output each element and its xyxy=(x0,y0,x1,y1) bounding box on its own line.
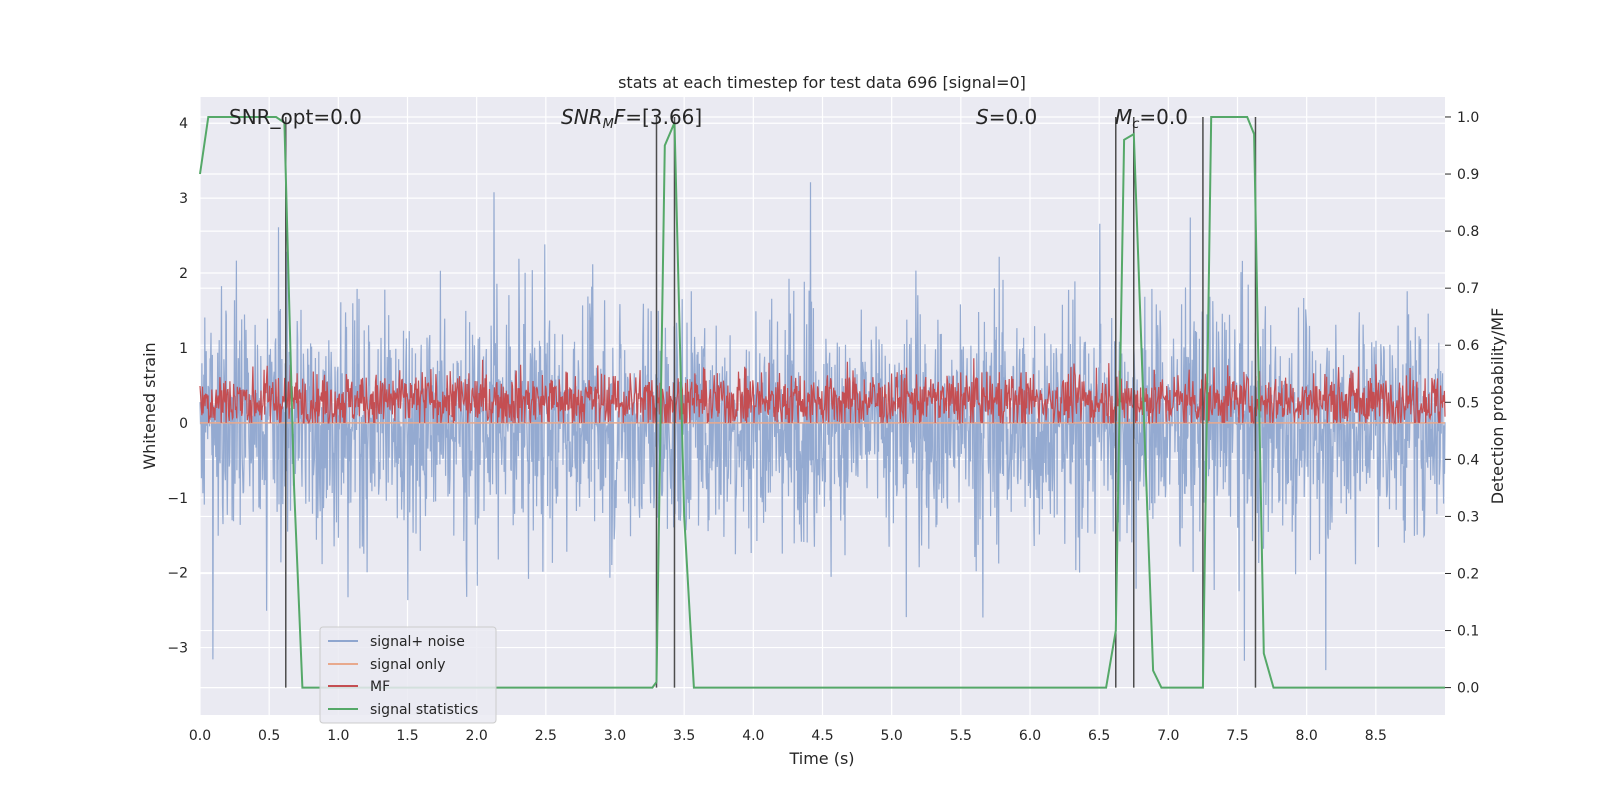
signal-noise-trace xyxy=(199,182,1446,671)
signal-statistics-line xyxy=(199,116,1445,689)
y-tick-label: 3 xyxy=(179,191,188,207)
x-tick-label: 4.5 xyxy=(811,728,833,744)
y2-tick-label: 0.2 xyxy=(1457,566,1479,582)
x-tick-label: 0.0 xyxy=(189,728,211,744)
annotation-s: S=0.0 xyxy=(976,105,1037,129)
y2-axis-title: Detection probability/MF xyxy=(1488,308,1507,505)
annotation-snr-opt: SNR_opt=0.0 xyxy=(229,105,362,129)
x-tick-label: 1.5 xyxy=(396,728,418,744)
y-tick-label: −2 xyxy=(167,566,188,582)
y-tick-label: −3 xyxy=(167,641,188,657)
y-axis-title: Whitened strain xyxy=(140,342,159,469)
y-axis-ticks: −3 −2 −1 0 1 2 3 4 xyxy=(167,116,188,656)
chart-title: stats at each timestep for test data 696… xyxy=(618,73,1026,92)
mf-trace xyxy=(199,358,1446,425)
annotation-snr-mf: SNRMF=[3.66] xyxy=(561,105,702,132)
signal-noise-line xyxy=(199,182,1446,671)
y-tick-label: −1 xyxy=(167,491,188,507)
x-tick-label: 4.0 xyxy=(742,728,764,744)
y2-tick-label: 0.7 xyxy=(1457,281,1479,297)
y2-tick-label: 0.4 xyxy=(1457,452,1479,468)
y2-tick-label: 0.8 xyxy=(1457,224,1479,240)
x-tick-label: 8.5 xyxy=(1365,728,1387,744)
signal-statistics-trace xyxy=(199,116,1445,689)
y2-tick-label: 0.6 xyxy=(1457,338,1479,354)
x-axis-ticks: 0.0 0.5 1.0 1.5 2.0 2.5 3.0 3.5 4.0 4.5 5.0 5.5 6.0 6… xyxy=(189,728,1387,744)
y-tick-label: 1 xyxy=(179,341,188,357)
x-tick-label: 5.0 xyxy=(881,728,903,744)
x-tick-label: 0.5 xyxy=(258,728,280,744)
y-tick-label: 4 xyxy=(179,116,188,132)
y2-tick-label: 0.3 xyxy=(1457,509,1479,525)
x-tick-label: 8.0 xyxy=(1296,728,1318,744)
x-tick-label: 1.0 xyxy=(327,728,349,744)
legend-label-mf: MF xyxy=(370,679,390,695)
x-tick-label: 7.0 xyxy=(1157,728,1179,744)
legend-label-signal-statistics: signal statistics xyxy=(370,702,478,718)
y2-tick-label: 0.1 xyxy=(1457,624,1479,640)
y2-axis-ticks: 0.0 0.1 0.2 0.3 0.4 0.5 0.6 0.7 0.8 0.9 1.0 xyxy=(1445,110,1479,697)
x-tick-label: 3.5 xyxy=(673,728,695,744)
x-tick-label: 7.5 xyxy=(1226,728,1248,744)
x-tick-label: 2.5 xyxy=(535,728,557,744)
x-tick-label: 2.0 xyxy=(466,728,488,744)
x-tick-label: 6.5 xyxy=(1088,728,1110,744)
y2-tick-label: 0.9 xyxy=(1457,167,1479,183)
x-tick-label: 5.5 xyxy=(950,728,972,744)
x-tick-label: 6.0 xyxy=(1019,728,1041,744)
y2-tick-label: 1.0 xyxy=(1457,110,1479,126)
vertical-markers xyxy=(285,116,1257,688)
x-axis-title: Time (s) xyxy=(788,749,854,768)
y-tick-label: 2 xyxy=(179,266,188,282)
legend-box xyxy=(319,626,497,724)
annotation-mc: Mc=0.0 xyxy=(1115,105,1188,132)
legend: signal+ noise signal only MF signal stat… xyxy=(319,626,497,724)
legend-label-signal-noise: signal+ noise xyxy=(370,634,465,650)
y2-tick-label: 0.5 xyxy=(1457,395,1479,411)
y-tick-label: 0 xyxy=(179,416,188,432)
mf-line xyxy=(199,358,1446,425)
x-tick-label: 3.0 xyxy=(604,728,626,744)
legend-label-signal-only: signal only xyxy=(370,657,445,673)
y2-tick-label: 0.0 xyxy=(1457,681,1479,697)
